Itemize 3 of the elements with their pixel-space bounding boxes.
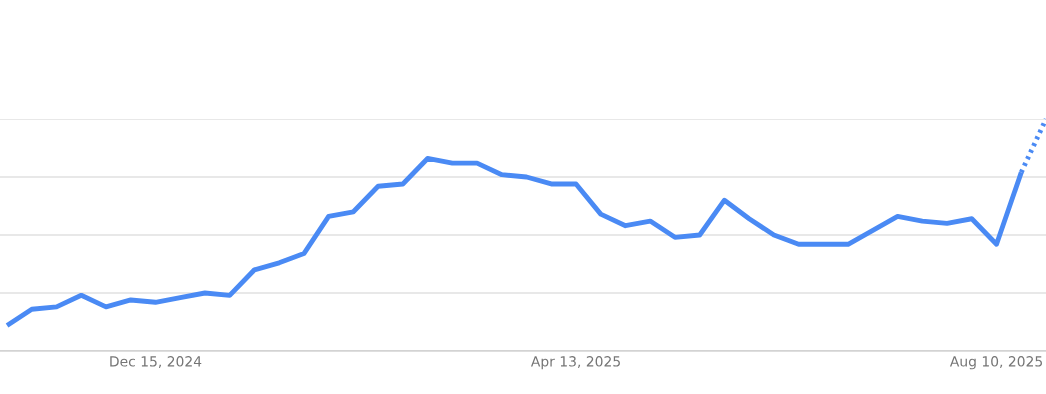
x-tick-label: Apr 13, 2025: [530, 356, 620, 370]
x-tick-label: Dec 15, 2024: [110, 356, 202, 369]
x-tick-label: Aug 10, 2025: [949, 356, 1043, 370]
